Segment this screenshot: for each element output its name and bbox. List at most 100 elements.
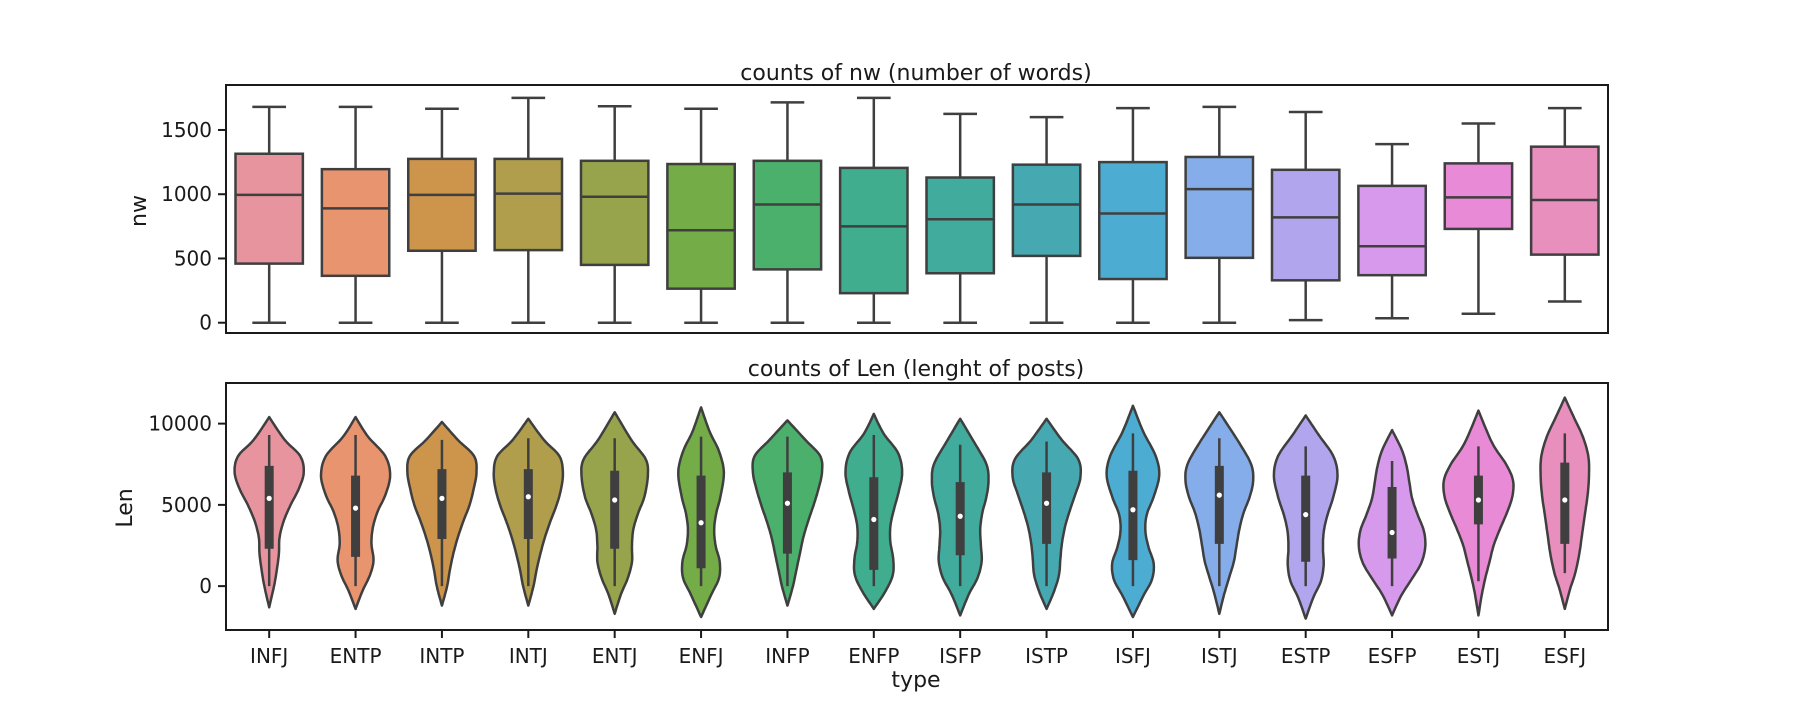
- box-plot-y-tick-label: 500: [174, 246, 212, 270]
- box-plot-y-tick-label: 1500: [161, 118, 212, 142]
- box-plot-y-tick-label: 1000: [161, 182, 212, 206]
- box-iqr: [1184, 155, 1255, 260]
- box-ENFP: [838, 96, 909, 324]
- violin-iqr-bar: [610, 470, 620, 549]
- violin-iqr-bar: [523, 469, 533, 539]
- box-iqr: [1011, 163, 1082, 258]
- violin-median-dot: [784, 500, 791, 506]
- x-tick-label: ENTJ: [592, 644, 638, 668]
- x-tick-label: ISFP: [939, 644, 981, 668]
- box-ENTP: [320, 105, 391, 324]
- x-tick-label: ISTJ: [1201, 644, 1238, 668]
- violin-iqr-bar: [351, 475, 361, 557]
- violin-median-dot: [1475, 497, 1482, 503]
- x-tick-label: ESFJ: [1543, 644, 1586, 668]
- violin-ISTJ: [1184, 411, 1255, 616]
- box-INTJ: [493, 96, 564, 324]
- box-iqr: [234, 152, 305, 265]
- box-ESFP: [1357, 142, 1427, 320]
- violin-ENFP: [844, 412, 904, 611]
- box-plot-title: counts of nw (number of words): [740, 61, 1091, 86]
- violin-median-dot: [871, 516, 877, 523]
- violin-INTJ: [492, 417, 565, 607]
- box-ISTP: [1011, 115, 1082, 324]
- box-plot-boxes: [234, 96, 1600, 324]
- violin-INFP: [751, 419, 824, 607]
- box-iqr: [838, 166, 909, 295]
- violin-plot-frame: [225, 382, 1609, 631]
- x-tick-label: ESTJ: [1457, 644, 1500, 668]
- box-iqr: [1357, 184, 1427, 277]
- violin-median-dot: [1562, 497, 1568, 503]
- box-iqr: [925, 176, 996, 275]
- x-tick-label: ESTP: [1281, 644, 1331, 668]
- box-ENTJ: [579, 104, 650, 324]
- x-tick-label: INTJ: [509, 644, 548, 668]
- violin-iqr-bar: [782, 472, 792, 554]
- violin-plot-y-tick-label: 10000: [148, 412, 212, 436]
- box-plot-frame: [225, 84, 1609, 334]
- violin-ESTP: [1272, 414, 1339, 620]
- x-tick-label: ESFP: [1368, 644, 1417, 668]
- x-axis-label: type: [891, 668, 940, 693]
- box-plot-y-axis-label: nw: [127, 195, 152, 227]
- violin-median-dot: [352, 505, 359, 511]
- box-iqr: [666, 162, 736, 290]
- violin-iqr-bar: [264, 465, 274, 549]
- box-INFP: [752, 101, 823, 324]
- violin-median-dot: [957, 513, 963, 519]
- violin-ISTP: [1011, 417, 1083, 611]
- violin-plot-y-ticks: 0 5000 10000: [148, 412, 226, 598]
- box-ISTJ: [1184, 105, 1255, 324]
- violin-plot-y-axis-label: Len: [113, 488, 138, 527]
- violin-median-dot: [439, 495, 445, 501]
- violin-ESFJ: [1539, 396, 1591, 611]
- x-tick-label: ISTP: [1025, 644, 1068, 668]
- violin-plot-title: counts of Len (lenght of posts): [748, 357, 1085, 382]
- violin-median-dot: [525, 494, 531, 500]
- box-iqr: [320, 167, 391, 278]
- x-tick-label: INFP: [765, 644, 809, 668]
- box-iqr: [752, 159, 823, 271]
- violin-plot-violins: [233, 396, 1591, 620]
- box-iqr: [1270, 168, 1341, 282]
- violin-median-dot: [1130, 507, 1136, 513]
- violin-iqr-bar: [1214, 465, 1224, 544]
- box-ISFP: [925, 112, 996, 324]
- violin-median-dot: [612, 497, 618, 503]
- violin-plot-y-tick-label: 5000: [161, 493, 212, 517]
- violin-iqr-bar: [1042, 472, 1052, 544]
- violin-iqr-bar: [869, 477, 879, 570]
- box-iqr: [1443, 162, 1514, 231]
- violin-iqr-bar: [1387, 487, 1397, 559]
- violin-ENTJ: [580, 411, 650, 616]
- box-ENFJ: [666, 107, 736, 324]
- violin-ESTJ: [1442, 409, 1515, 617]
- box-iqr: [493, 157, 564, 252]
- violin-INFJ: [233, 415, 306, 609]
- x-tick-label: ENFJ: [679, 644, 724, 668]
- violin-iqr-bar: [1128, 470, 1138, 561]
- x-tick-label: ENTP: [330, 644, 382, 668]
- box-ESTJ: [1443, 122, 1514, 315]
- violin-plot-x-ticks: INFJ ENTP INTP INTJ ENTJ ENFJ INFP ENFP ISFP ISTP…: [250, 630, 1586, 668]
- box-iqr: [1098, 160, 1168, 281]
- violin-median-dot: [266, 495, 272, 501]
- violin-plot-panel: counts of Len (lenght of posts) Len 0 500…: [113, 357, 1609, 693]
- x-tick-label: ENFP: [848, 644, 899, 668]
- box-iqr: [407, 157, 477, 253]
- x-tick-label: INFJ: [250, 644, 288, 668]
- violin-plot-y-tick-label: 0: [199, 574, 212, 598]
- box-plot-panel: counts of nw (number of words) nw 0 500 10…: [127, 61, 1609, 335]
- box-ISFJ: [1098, 106, 1168, 324]
- box-INTP: [407, 107, 477, 324]
- violin-median-dot: [698, 520, 704, 526]
- violin-median-dot: [1303, 512, 1309, 518]
- violin-INTP: [406, 420, 478, 607]
- box-ESTP: [1270, 110, 1341, 322]
- box-INFJ: [234, 105, 305, 324]
- violin-ENFJ: [677, 406, 726, 619]
- violin-ISFJ: [1105, 404, 1161, 619]
- box-plot-y-ticks: 0 500 1000 1500: [161, 118, 226, 335]
